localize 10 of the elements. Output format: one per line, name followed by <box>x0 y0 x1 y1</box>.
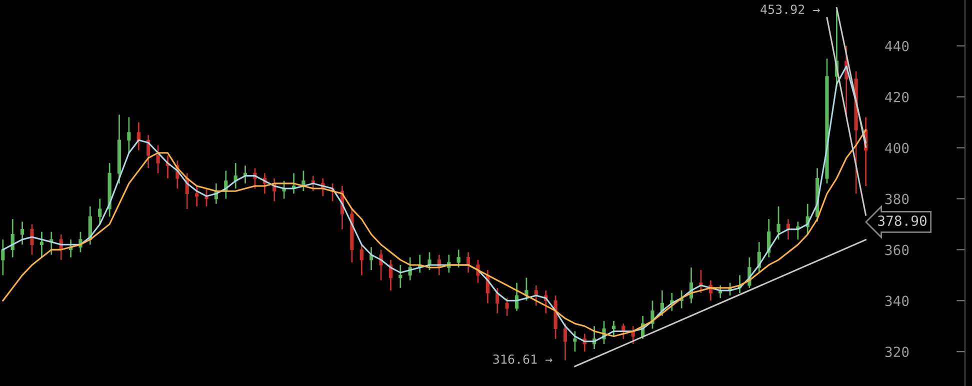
annotation: 453.92 → <box>760 4 820 14</box>
y-tick-label: 440 <box>885 40 909 52</box>
y-tick-label: 360 <box>885 244 909 256</box>
y-tick-label: 380 <box>885 194 909 204</box>
y-tick-label: 340 <box>885 296 909 306</box>
y-tick-label: 320 <box>885 346 909 358</box>
y-tick-label: 420 <box>885 92 909 102</box>
annotation: 316.61 → <box>493 354 552 364</box>
y-tick-label: 400 <box>885 142 909 154</box>
text: 378.90 <box>878 216 926 226</box>
